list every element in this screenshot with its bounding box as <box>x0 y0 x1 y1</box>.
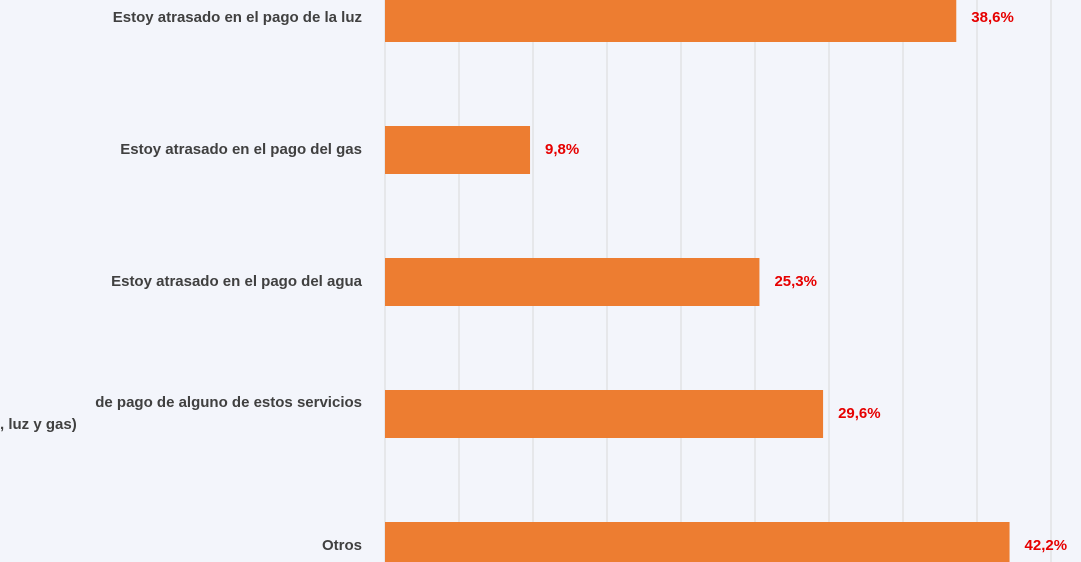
category-label: Otros <box>322 537 362 554</box>
value-label: 9,8% <box>545 141 579 158</box>
value-label: 25,3% <box>774 273 817 290</box>
bar <box>385 258 760 306</box>
value-label: 29,6% <box>838 405 881 422</box>
bar <box>385 522 1010 562</box>
category-label: Estoy atrasado en el pago del agua <box>111 273 363 290</box>
value-label: 42,2% <box>1025 537 1068 554</box>
category-label: , luz y gas) <box>0 416 77 433</box>
category-label: de pago de alguno de estos servicios <box>95 394 362 411</box>
category-label: Estoy atrasado en el pago de la luz <box>113 9 362 26</box>
bar <box>385 390 824 438</box>
bar <box>385 0 957 42</box>
value-label: 38,6% <box>971 9 1014 26</box>
bar <box>385 126 531 174</box>
category-label: Estoy atrasado en el pago del gas <box>120 141 362 158</box>
